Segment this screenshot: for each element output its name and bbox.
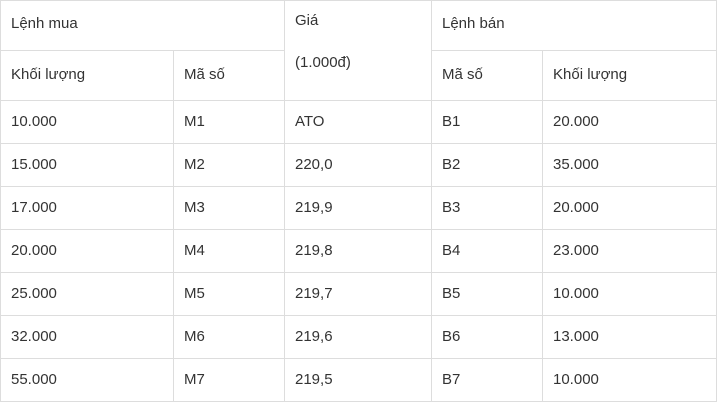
buy-volume-cell: 15.000	[0, 143, 174, 187]
price-header-unit: (1.000đ)	[295, 54, 351, 71]
buy-volume-cell: 20.000	[0, 229, 174, 273]
table-row: 55.000 M7 219,5 B7 10.000	[0, 358, 718, 402]
buy-code-cell: M6	[173, 315, 285, 359]
sell-code-cell: B1	[431, 100, 543, 144]
table-row: 10.000 M1 ATO B1 20.000	[0, 100, 718, 144]
price-header-label: Giá	[295, 12, 319, 29]
sell-volume-cell: 20.000	[541, 100, 718, 144]
sell-code-cell: B6	[431, 315, 543, 359]
price-cell: 219,5	[284, 358, 432, 402]
sell-volume-cell: 23.000	[541, 229, 718, 273]
sell-code-cell: B4	[431, 229, 543, 273]
sell-volume-cell: 10.000	[541, 358, 718, 402]
table-row: 20.000 M4 219,8 B4 23.000	[0, 229, 718, 273]
sell-volume-cell: 13.000	[541, 315, 718, 359]
sell-code-header: Mã số	[431, 50, 543, 101]
sell-volume-cell: 20.000	[541, 186, 718, 230]
buy-volume-header: Khối lượng	[0, 50, 174, 101]
buy-code-cell: M5	[173, 272, 285, 316]
table-row: 17.000 M3 219,9 B3 20.000	[0, 186, 718, 230]
header-row-columns: Khối lượng Mã số Mã số Khối lượng	[0, 50, 718, 101]
price-cell: 219,7	[284, 272, 432, 316]
price-cell: 220,0	[284, 143, 432, 187]
buy-code-header: Mã số	[173, 50, 285, 101]
buy-code-cell: M4	[173, 229, 285, 273]
table-row: 25.000 M5 219,7 B5 10.000	[0, 272, 718, 316]
buy-volume-cell: 17.000	[0, 186, 174, 230]
price-cell: 219,8	[284, 229, 432, 273]
sell-code-cell: B5	[431, 272, 543, 316]
buy-code-cell: M2	[173, 143, 285, 187]
buy-code-cell: M3	[173, 186, 285, 230]
sell-code-cell: B3	[431, 186, 543, 230]
table-row: 15.000 M2 220,0 B2 35.000	[0, 143, 718, 187]
buy-code-cell: M7	[173, 358, 285, 402]
table-row: 32.000 M6 219,6 B6 13.000	[0, 315, 718, 359]
sell-volume-header: Khối lượng	[541, 50, 718, 101]
price-cell: 219,6	[284, 315, 432, 359]
sell-code-cell: B2	[431, 143, 543, 187]
price-header: Giá (1.000đ)	[284, 0, 432, 101]
buy-volume-cell: 55.000	[0, 358, 174, 402]
buy-volume-cell: 32.000	[0, 315, 174, 359]
sell-code-cell: B7	[431, 358, 543, 402]
buy-code-cell: M1	[173, 100, 285, 144]
buy-volume-cell: 25.000	[0, 272, 174, 316]
buy-orders-header: Lệnh mua	[0, 0, 285, 51]
header-row-groups: Lệnh mua Giá (1.000đ) Lệnh bán	[0, 0, 718, 101]
buy-volume-cell: 10.000	[0, 100, 174, 144]
price-cell: 219,9	[284, 186, 432, 230]
sell-volume-cell: 35.000	[541, 143, 718, 187]
sell-orders-header: Lệnh bán	[430, 0, 718, 51]
price-cell: ATO	[284, 100, 432, 144]
sell-volume-cell: 10.000	[541, 272, 718, 316]
